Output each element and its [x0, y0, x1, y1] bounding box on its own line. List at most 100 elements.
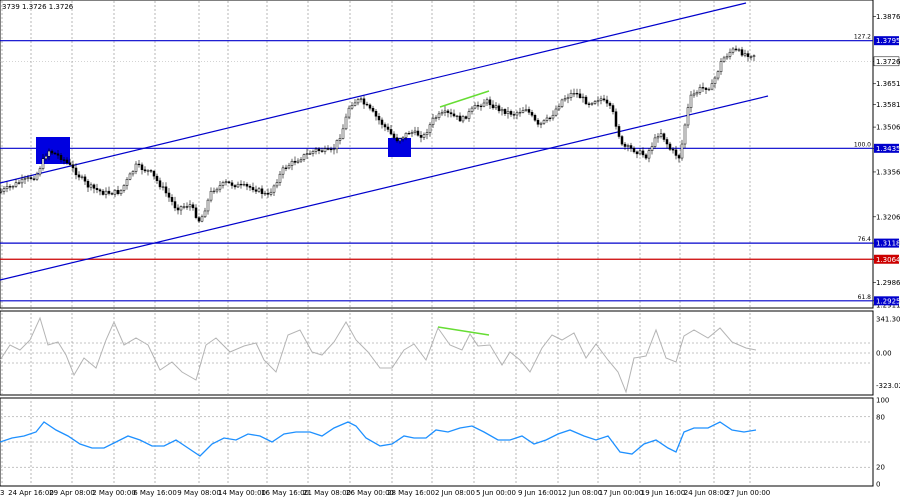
candle-body: [410, 132, 414, 134]
candle-body: [329, 148, 333, 151]
current-price-tag: 1.3726: [873, 56, 900, 67]
candle-body: [725, 56, 729, 59]
candle-body: [317, 148, 321, 151]
candle-body: [581, 96, 585, 99]
candle-body: [350, 105, 354, 109]
candle-body: [356, 99, 360, 104]
candle-body: [302, 154, 306, 160]
price-tick-label: 1.2911: [876, 302, 900, 310]
candle-body: [476, 105, 480, 107]
channel-upper-line[interactable]: [0, 2, 747, 184]
divergence-line-price[interactable]: [439, 90, 490, 108]
level-price-tag-text: 1.3064: [876, 256, 900, 264]
candle-body: [500, 109, 504, 112]
candle-body: [89, 184, 93, 188]
rsi-tick-label: 80: [876, 413, 885, 421]
candle-body: [578, 93, 582, 98]
candle-body: [557, 106, 561, 110]
candle-body: [248, 185, 252, 188]
x-tick-label: 24 Apr 16:00: [8, 489, 54, 497]
candle-body: [599, 98, 603, 101]
candle-body: [719, 61, 723, 72]
candle-body: [164, 186, 168, 194]
candle-body: [527, 109, 531, 113]
candle-body: [620, 136, 624, 145]
candle-body: [26, 177, 30, 179]
candle-body: [587, 103, 591, 105]
candle-body: [602, 98, 606, 101]
candle-body: [665, 139, 669, 145]
candle-body: [740, 49, 744, 56]
candle-body: [746, 53, 750, 57]
x-tick-label: 9 May 08:00: [177, 489, 221, 497]
candle-body: [296, 160, 300, 163]
candle-body: [542, 120, 546, 124]
candle-body: [137, 163, 141, 166]
candle-body: [212, 190, 216, 193]
candle-body: [197, 217, 201, 222]
candle-body: [395, 137, 399, 142]
candle-body: [668, 143, 672, 150]
candle-body: [614, 111, 618, 127]
candle-body: [335, 140, 339, 150]
candle-body: [359, 98, 363, 100]
candle-body: [284, 167, 288, 169]
candle-body: [521, 110, 525, 113]
candle-body: [0, 191, 3, 193]
candle-body: [68, 162, 72, 165]
candle-body: [287, 165, 291, 169]
candle-body: [50, 150, 54, 154]
candle-body: [41, 158, 45, 169]
candle-body: [8, 186, 12, 188]
candle-body: [416, 130, 420, 136]
candle-body: [431, 117, 435, 126]
candle-body: [179, 206, 183, 211]
level-price-tag-text: 1.3118: [876, 240, 900, 248]
vertical-grid: [1, 1, 751, 486]
x-tick-label: 2 May 00:00: [92, 489, 136, 497]
main-panel-frame: [0, 0, 874, 309]
candle-body: [239, 183, 243, 186]
channel-lower-line[interactable]: [0, 95, 769, 281]
candle-body: [101, 190, 105, 195]
candle-body: [194, 207, 198, 218]
candle-body: [155, 175, 159, 181]
candle-body: [704, 87, 708, 90]
candle-body: [749, 56, 753, 58]
candle-body: [182, 206, 186, 208]
candle-body: [230, 182, 234, 186]
highlight-box-right[interactable]: [388, 138, 411, 157]
candle-body: [203, 210, 207, 218]
candle-body: [443, 110, 447, 113]
candle-body: [566, 97, 570, 99]
candle-body: [347, 107, 351, 118]
level-price-tag: [874, 36, 899, 46]
cci-tick-label: 0.00: [876, 350, 892, 358]
candle-body: [242, 183, 246, 186]
price-tick-label: 1.3651: [876, 80, 900, 88]
candle-body: [650, 146, 654, 151]
candle-body: [707, 88, 711, 91]
price-tick-label: 1.2986: [876, 279, 900, 287]
candle-body: [398, 138, 402, 142]
candle-body: [29, 177, 33, 180]
candle-body: [308, 153, 312, 155]
candle-body: [638, 150, 642, 155]
candle-body: [377, 115, 381, 121]
candle-body: [428, 124, 432, 133]
candle-body: [254, 189, 258, 192]
candle-body: [110, 193, 114, 195]
candle-body: [215, 188, 219, 192]
fib-level-text: 76.4: [858, 236, 872, 243]
divergence-line-cci[interactable]: [437, 326, 490, 336]
x-tick-label: 17 Jun 00:00: [599, 489, 643, 497]
candle-body: [86, 180, 90, 188]
candle-body: [176, 207, 180, 211]
candle-body: [533, 114, 537, 121]
candle-body: [266, 192, 270, 195]
candle-body: [680, 143, 684, 159]
candle-body: [404, 132, 408, 138]
rsi-tick-label: 0: [876, 481, 880, 489]
candle-body: [563, 98, 567, 101]
